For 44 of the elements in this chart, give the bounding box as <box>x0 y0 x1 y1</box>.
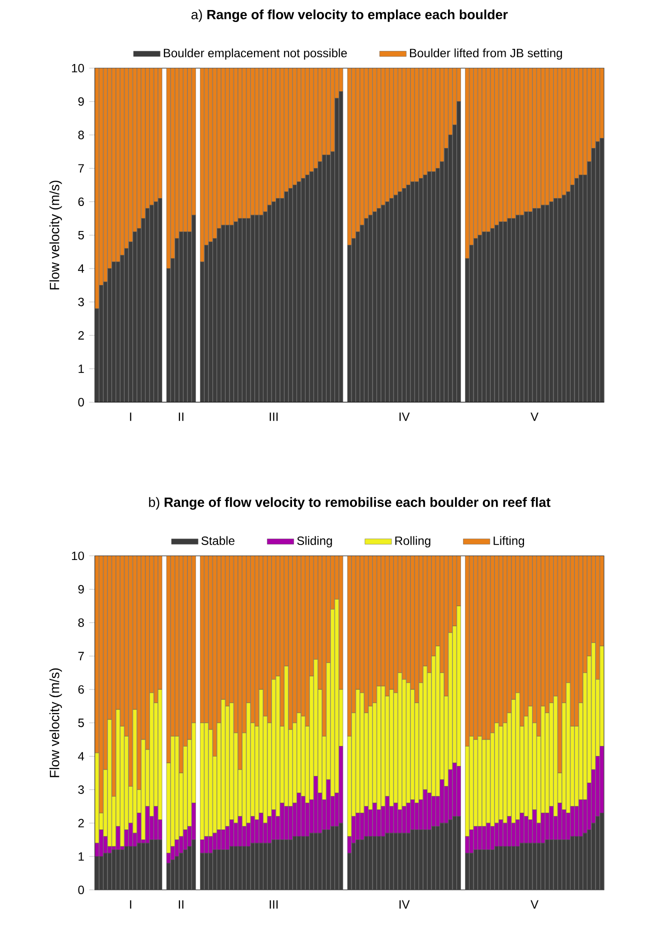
x-tick-label: III <box>270 412 278 421</box>
y-axis-title: Flow velocity (m/s) <box>49 180 62 290</box>
x-tick-label: III <box>270 900 278 909</box>
chart-title: a) Range of flow velocity to emplace each boulder <box>191 9 508 22</box>
legend-label: Boulder lifted from JB setting <box>410 48 562 60</box>
y-tick-label: 8 <box>78 618 84 627</box>
y-tick-label: 10 <box>72 552 84 560</box>
y-tick-label: 9 <box>78 97 84 106</box>
legend-label: Boulder emplacement not possible <box>164 48 347 60</box>
legend-label: Sliding <box>297 536 332 548</box>
y-tick-label: 3 <box>78 785 84 794</box>
y-tick-label: 2 <box>78 818 84 828</box>
y-tick-label: 0 <box>78 398 84 406</box>
y-tick-label: 5 <box>78 230 84 240</box>
y-tick-label: 8 <box>78 130 84 140</box>
y-tick-label: 9 <box>78 584 84 594</box>
x-tick-label: V <box>530 412 538 421</box>
x-tick-label: I <box>130 900 132 909</box>
x-tick-label: I <box>130 412 132 421</box>
x-tick-label: IV <box>400 412 410 421</box>
y-tick-label: 6 <box>78 685 84 694</box>
y-tick-label: 10 <box>72 64 84 72</box>
y-tick-label: 1 <box>78 364 84 373</box>
y-tick-label: 3 <box>78 298 84 306</box>
y-tick-label: 6 <box>78 197 84 206</box>
y-tick-label: 7 <box>78 652 84 660</box>
legend-label: Stable <box>201 536 234 546</box>
x-tick-label: V <box>530 900 538 909</box>
chart-title: b) Range of flow velocity to remobilise each boulder on reef flat <box>149 497 550 510</box>
legend-label: Rolling <box>395 536 430 548</box>
x-tick-label: II <box>178 900 184 909</box>
y-tick-label: 5 <box>78 718 84 728</box>
y-axis-title: Flow velocity (m/s) <box>49 668 62 778</box>
x-tick-label: IV <box>400 900 410 909</box>
y-tick-label: 0 <box>78 886 84 894</box>
bar <box>141 842 146 890</box>
x-tick-label: II <box>178 412 184 421</box>
y-tick-label: 7 <box>78 164 84 172</box>
y-tick-label: 1 <box>78 852 84 861</box>
y-tick-label: 4 <box>78 752 84 760</box>
bar <box>112 850 116 890</box>
legend-label: Lifting <box>494 536 524 548</box>
y-tick-label: 2 <box>78 331 84 340</box>
y-tick-label: 4 <box>78 264 84 273</box>
